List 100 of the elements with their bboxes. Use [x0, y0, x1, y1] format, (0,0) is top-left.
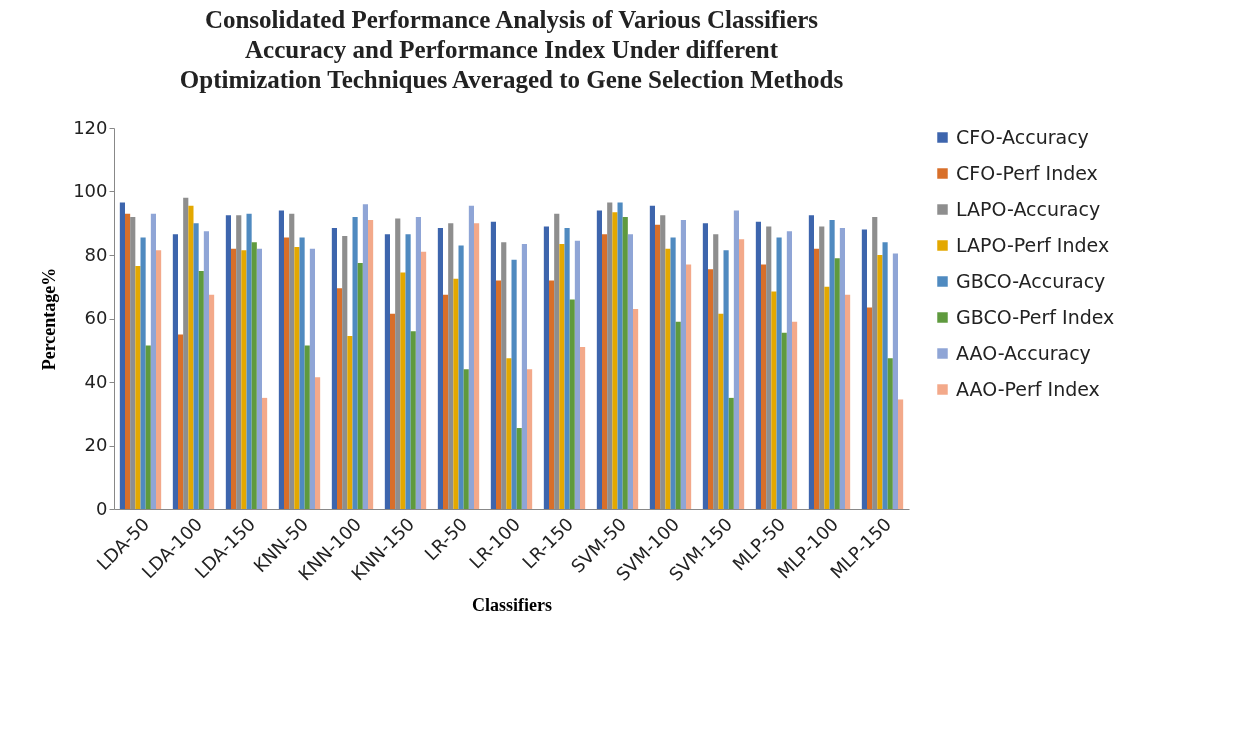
- bar: [150, 213, 156, 509]
- y-axis-title: Percentage%: [39, 267, 60, 371]
- x-axis-title: Classifiers: [472, 594, 552, 615]
- bar: [405, 234, 411, 509]
- legend-label: CFO-Perf Index: [956, 161, 1098, 184]
- bar: [400, 272, 406, 509]
- bar: [251, 242, 257, 509]
- y-tick-label: 40: [84, 370, 108, 392]
- bar: [516, 428, 522, 509]
- bar: [564, 228, 570, 509]
- bar: [792, 321, 798, 509]
- y-tick-label: 120: [73, 116, 108, 138]
- bar: [834, 258, 840, 509]
- legend-label: AAO-Perf Index: [956, 377, 1100, 400]
- bar: [178, 334, 184, 509]
- bar: [511, 259, 517, 509]
- bar: [771, 291, 777, 509]
- legend-label: GBCO-Accuracy: [956, 269, 1106, 292]
- bar: [125, 213, 131, 509]
- bar: [294, 247, 300, 509]
- bar: [203, 231, 209, 509]
- bar: [468, 205, 474, 509]
- bar: [241, 250, 247, 509]
- bar: [612, 212, 618, 509]
- bar: [867, 307, 873, 509]
- bar: [574, 240, 580, 509]
- legend-label: LAPO-Accuracy: [956, 197, 1101, 220]
- legend-label: LAPO-Perf Index: [956, 233, 1110, 256]
- bar: [670, 237, 676, 509]
- bar: [755, 221, 761, 509]
- bar: [733, 210, 739, 509]
- bar: [728, 397, 734, 509]
- bar: [231, 248, 237, 509]
- bar: [569, 299, 575, 509]
- bar: [188, 205, 194, 509]
- bar: [781, 332, 787, 509]
- bar: [284, 237, 290, 509]
- bar: [309, 248, 315, 509]
- bar: [299, 237, 305, 509]
- bar: [496, 280, 502, 509]
- bar: [209, 294, 215, 509]
- bar: [665, 248, 671, 509]
- y-tick-label: 0: [96, 497, 108, 519]
- bar: [437, 228, 443, 509]
- bar: [808, 215, 814, 509]
- bar: [156, 250, 162, 509]
- bar: [824, 286, 830, 509]
- bar: [649, 205, 655, 509]
- bar: [882, 242, 888, 509]
- bar: [410, 331, 416, 509]
- bar: [368, 220, 374, 509]
- bar: [463, 369, 469, 509]
- bar: [543, 226, 549, 509]
- bar: [655, 224, 661, 509]
- bar: [225, 215, 231, 509]
- bar: [331, 228, 337, 509]
- bar: [617, 202, 623, 509]
- bar: [135, 266, 141, 509]
- bar: [198, 270, 204, 509]
- bar: [362, 204, 368, 509]
- bar: [761, 264, 767, 509]
- bar: [549, 280, 555, 509]
- bar: [262, 397, 268, 509]
- y-tick-label: 60: [84, 307, 108, 328]
- legend-label: CFO-Accuracy: [956, 125, 1089, 148]
- bar: [304, 345, 310, 509]
- bar: [474, 223, 480, 509]
- bar: [861, 229, 867, 509]
- bar: [506, 358, 512, 509]
- bar: [315, 377, 321, 509]
- bar: [278, 210, 284, 509]
- bar: [521, 243, 527, 509]
- bar: [458, 245, 464, 509]
- bar: [559, 243, 565, 509]
- bar: [390, 313, 396, 509]
- bar: [119, 202, 125, 509]
- bar: [172, 234, 178, 509]
- bar: [680, 220, 686, 509]
- bar: [877, 255, 883, 509]
- legend-label: GBCO-Perf Index: [956, 305, 1115, 328]
- bar: [702, 223, 708, 509]
- bar: [739, 239, 745, 509]
- bar: [718, 313, 724, 509]
- bar: [453, 278, 459, 509]
- bar: [622, 216, 628, 509]
- bar: [337, 288, 343, 509]
- bar: [814, 248, 820, 509]
- bar: [256, 248, 262, 509]
- bar: [892, 253, 898, 509]
- bar: [415, 216, 421, 509]
- y-tick-label: 100: [73, 180, 108, 201]
- bar: [786, 231, 792, 509]
- bar: [443, 294, 449, 509]
- bar: [898, 399, 904, 509]
- bar: [845, 294, 851, 509]
- legend-label: AAO-Accuracy: [956, 341, 1091, 364]
- bar: [829, 220, 835, 509]
- bar: [686, 264, 692, 509]
- bar: [708, 269, 714, 509]
- bar: [246, 213, 252, 509]
